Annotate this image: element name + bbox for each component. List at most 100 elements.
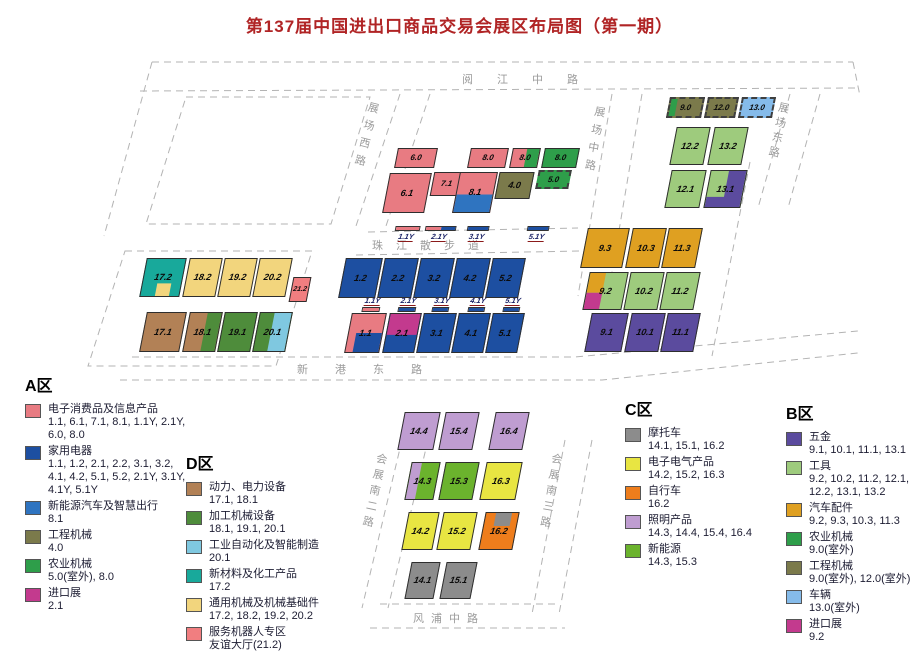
hall-label: 19.1 [227, 326, 248, 337]
legend-swatch [25, 501, 41, 515]
legend-item: 新能源汽车及智慧出行 8.1 [25, 500, 190, 526]
y-strip-label: 5.1Y [504, 296, 522, 306]
hall-label: 16.3 [491, 475, 511, 486]
hall-label: 18.1 [192, 326, 213, 337]
legend-hall-codes: 1.1, 6.1, 7.1, 8.1, 1.1Y, 2.1Y, 6.0, 8.0 [48, 416, 186, 441]
road-label-fengpu-zhonglu: 风浦中路 [413, 613, 485, 625]
y-strip-label: 1.1Y [363, 296, 382, 306]
legend-swatch [186, 540, 202, 554]
hall-label: 15.4 [449, 425, 469, 436]
legend-item: 五金 9.1, 10.1, 11.1, 13.1 [786, 431, 916, 457]
legend-hall-codes: 9.2 [809, 631, 825, 643]
legend-category-name: 新材料及化工产品 [209, 568, 297, 580]
legend-swatch [625, 515, 641, 529]
legend-title-zone-d: D区 [186, 456, 214, 473]
legend-hall-codes: 20.1 [209, 552, 231, 564]
hall-8-0: 8.0 [509, 148, 541, 168]
legend-item: 工程机械 4.0 [25, 529, 190, 555]
y-strip-bar [466, 226, 490, 231]
legend-category-name: 摩托车 [648, 427, 681, 439]
hall-label: 12.0 [712, 102, 731, 112]
legend-item: 照明产品 14.3, 14.4, 15.4, 16.4 [625, 514, 780, 540]
legend-category-name: 加工机械设备 [209, 510, 275, 522]
legend-swatch [186, 511, 202, 525]
y-strip-label: 2.1Y [430, 232, 448, 242]
hall-6-0: 6.0 [394, 148, 438, 168]
hall-label: 15.2 [447, 525, 467, 536]
hall-label: 2.2 [390, 272, 406, 283]
legend-item: 动力、电力设备 17.1, 18.1 [186, 481, 371, 507]
legend-category-name: 进口展 [48, 587, 81, 599]
legend-item: 农业机械 9.0(室外) [786, 531, 916, 557]
legend-category-name: 五金 [809, 431, 831, 443]
hall-label: 20.2 [262, 272, 283, 282]
legend-swatch [186, 569, 202, 583]
legend-swatch [25, 559, 41, 573]
y-strip-2-1Y: 2.1Y [422, 226, 457, 243]
legend-hall-codes: 16.2 [648, 498, 670, 510]
legend-swatch [786, 561, 802, 575]
hall-label: 9.2 [598, 285, 613, 296]
legend-category-name: 农业机械 [48, 558, 92, 570]
y-strip-1-1Y: 1.1Y [361, 295, 382, 312]
y-strip-bar [467, 307, 486, 312]
hall-label: 16.2 [489, 525, 509, 536]
legend-hall-codes: 1.1, 1.2, 2.1, 2.2, 3.1, 3.2, 4.1, 4.2, … [48, 458, 186, 496]
road-label-zhujiang-sanbudao: 珠江散步道 [372, 240, 492, 252]
hall-label: 9.0 [679, 102, 693, 112]
legend-swatch [786, 590, 802, 604]
legend-hall-codes: 17.2, 18.2, 19.2, 20.2 [209, 610, 313, 622]
y-strip-label: 2.1Y [399, 296, 418, 306]
legend-category-name: 新能源汽车及智慧出行 [48, 500, 158, 512]
legend-category-name: 服务机器人专区 [209, 626, 286, 638]
legend-swatch [786, 503, 802, 517]
hall-label: 3.2 [426, 272, 442, 283]
hall-label: 13.2 [718, 140, 738, 151]
hall-label: 8.0 [554, 153, 568, 162]
hall-label: 8.0 [481, 153, 495, 162]
hall-label: 3.1 [429, 327, 444, 338]
hall-label: 9.1 [599, 327, 614, 337]
y-strip-1-1Y: 1.1Y [392, 226, 421, 243]
legend-swatch [186, 627, 202, 641]
hall-label: 2.1 [394, 327, 410, 338]
hall-label: 6.0 [409, 153, 423, 162]
hall-8-0: 8.0 [467, 148, 509, 168]
y-strip-bar [397, 307, 417, 312]
legend-item: 加工机械设备 18.1, 19.1, 20.1 [186, 510, 371, 536]
y-strip-3-1Y: 3.1Y [431, 295, 451, 312]
legend-category-name: 工具 [809, 460, 831, 472]
legend-item: 电子消费品及信息产品 1.1, 6.1, 7.1, 8.1, 1.1Y, 2.1Y… [25, 403, 190, 442]
hall-label: 18.2 [192, 272, 213, 282]
legend-item: 电子电气产品 14.2, 15.2, 16.3 [625, 456, 780, 482]
hall-label: 4.2 [462, 272, 478, 283]
legend-swatch [25, 446, 41, 460]
legend-item: 新能源 14.3, 15.3 [625, 543, 780, 569]
hall-label: 14.4 [409, 425, 429, 436]
y-strip-bar [526, 226, 550, 231]
legend-swatch [25, 588, 41, 602]
hall-8-0: 8.0 [541, 148, 580, 168]
legend-hall-codes: 9.2, 9.3, 10.3, 11.3 [809, 515, 900, 527]
y-strip-5-1Y: 5.1Y [524, 226, 550, 243]
legend-zone-c: C区 摩托车 14.1, 15.1, 16.2 电子电气产品 14.2, 15.2, 1… [625, 396, 780, 572]
hall-label: 13.0 [748, 102, 766, 112]
legend-item: 工业自动化及智能制造 20.1 [186, 539, 371, 565]
hall-6-1: 6.1 [382, 173, 432, 213]
legend-item: 车辆 13.0(室外) [786, 589, 916, 615]
y-strip-label: 3.1Y [433, 296, 451, 306]
hall-label: 17.1 [153, 326, 173, 337]
hall-label: 15.3 [449, 475, 469, 486]
hall-14-4: 14.4 [397, 412, 441, 450]
legend-category-name: 工程机械 [48, 529, 92, 541]
y-strip-bar [361, 307, 381, 312]
legend-hall-codes: 14.1, 15.1, 16.2 [648, 440, 725, 452]
hall-label: 16.4 [499, 425, 519, 436]
y-strip-label: 4.1Y [469, 296, 487, 306]
legend-swatch [786, 619, 802, 633]
hall-label: 10.2 [634, 285, 654, 296]
hall-5-0: 5.0 [535, 170, 572, 189]
legend-hall-codes: 14.3, 15.3 [648, 556, 697, 568]
legend-hall-codes: 18.1, 19.1, 20.1 [209, 523, 286, 535]
